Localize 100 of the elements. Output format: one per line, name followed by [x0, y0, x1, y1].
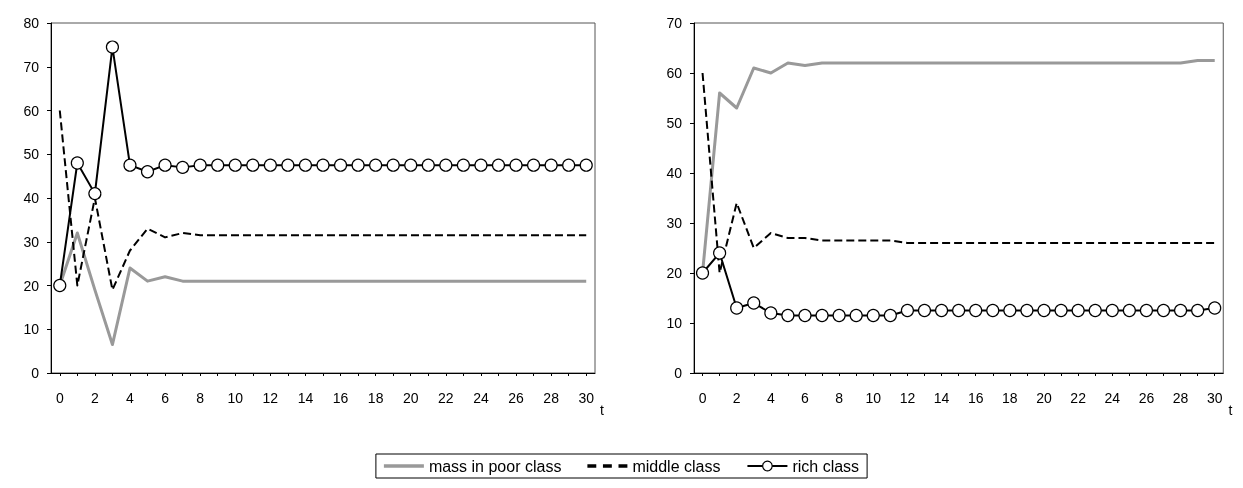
y-tick-label: 40: [666, 165, 683, 181]
x-tick-label: 14: [933, 390, 950, 406]
point: [298, 158, 313, 172]
point: [798, 308, 812, 323]
y-tick-label: 30: [23, 233, 40, 250]
x-axis-title: t: [1228, 402, 1233, 418]
point: [1139, 303, 1154, 318]
point: [351, 158, 365, 172]
point: [1054, 303, 1068, 318]
x-tick-label: 24: [473, 390, 489, 406]
x-tick-label: 2: [90, 390, 99, 406]
point: [439, 158, 453, 172]
point: [969, 303, 983, 318]
x-tick-label: 18: [367, 390, 384, 406]
y-tick-label: 50: [666, 115, 683, 131]
point: [1173, 303, 1188, 318]
point: [88, 187, 102, 201]
point: [781, 308, 795, 323]
point: [1071, 303, 1085, 318]
point: [934, 303, 949, 318]
point: [70, 156, 84, 170]
x-tick-label: 8: [835, 390, 844, 406]
point: [849, 308, 863, 323]
y-tick-label: 10: [23, 321, 40, 338]
x-tick-label: 26: [508, 390, 525, 406]
x-tick-label: 18: [1002, 390, 1018, 406]
point: [474, 158, 488, 172]
point: [53, 278, 67, 293]
y-tick-label: 60: [666, 65, 683, 81]
x-tick-label: 4: [126, 390, 135, 406]
point: [562, 158, 576, 172]
point: [491, 158, 506, 172]
x-tick-label: 6: [161, 390, 170, 406]
x-tick-label: 16: [332, 390, 349, 406]
point: [386, 158, 400, 172]
y-tick-label: 0: [31, 365, 40, 381]
x-tick-label: 8: [196, 390, 205, 406]
x-tick-label: 0: [698, 390, 707, 406]
point: [1208, 301, 1222, 315]
point: [176, 160, 190, 174]
point: [193, 158, 207, 172]
point: [1003, 303, 1017, 318]
point: [815, 308, 829, 323]
x-tick-label: 22: [438, 390, 454, 406]
point: [228, 158, 242, 172]
point: [866, 308, 880, 323]
point: [105, 40, 120, 54]
x-tick-label: 30: [578, 390, 595, 406]
point: [747, 296, 761, 310]
point: [246, 158, 260, 172]
point: [456, 158, 470, 172]
x-tick-label: 20: [1036, 390, 1052, 406]
point: [1122, 303, 1136, 318]
point: [1020, 303, 1034, 318]
point: [369, 158, 383, 172]
point: [526, 158, 541, 172]
point: [730, 301, 744, 315]
point: [1037, 303, 1051, 318]
point: [123, 158, 137, 172]
x-tick-label: 24: [1104, 390, 1121, 406]
point: [158, 158, 172, 172]
point: [832, 308, 846, 323]
x-tick-label: 28: [1172, 390, 1189, 406]
point: [1088, 303, 1102, 318]
y-tick-label: 10: [666, 315, 683, 331]
y-tick-label: 0: [674, 365, 683, 381]
x-tick-label: 0: [55, 390, 64, 406]
x-tick-label: 10: [227, 390, 244, 406]
legend-label: mass in poor class: [428, 457, 562, 475]
point: [316, 158, 330, 172]
x-tick-label: 20: [402, 390, 419, 406]
point: [764, 306, 778, 320]
x-tick-label: 6: [801, 390, 810, 406]
legend-label: rich class: [792, 457, 860, 475]
x-tick-label: 26: [1138, 390, 1155, 406]
point: [140, 165, 155, 179]
point: [544, 158, 558, 172]
point: [1191, 303, 1205, 318]
point: [404, 158, 418, 172]
x-tick-label: 14: [297, 390, 314, 406]
point: [713, 246, 727, 260]
point: [1156, 303, 1171, 318]
point: [211, 158, 225, 172]
y-tick-label: 40: [23, 190, 40, 206]
x-tick-label: 4: [766, 390, 775, 406]
point: [1105, 303, 1119, 318]
x-tick-label: 16: [967, 390, 984, 406]
point: [900, 303, 915, 318]
x-tick-label: 30: [1206, 390, 1223, 406]
x-tick-label: 22: [1070, 390, 1087, 406]
y-tick-label: 20: [666, 265, 683, 281]
point: [281, 158, 295, 172]
point: [883, 308, 897, 323]
x-tick-label: 12: [899, 390, 916, 406]
x-axis-title: t: [599, 402, 604, 418]
point: [579, 158, 593, 172]
x-tick-label: 12: [262, 390, 279, 406]
y-tick-label: 70: [666, 15, 683, 31]
y-tick-label: 50: [23, 146, 40, 163]
point: [421, 158, 435, 172]
